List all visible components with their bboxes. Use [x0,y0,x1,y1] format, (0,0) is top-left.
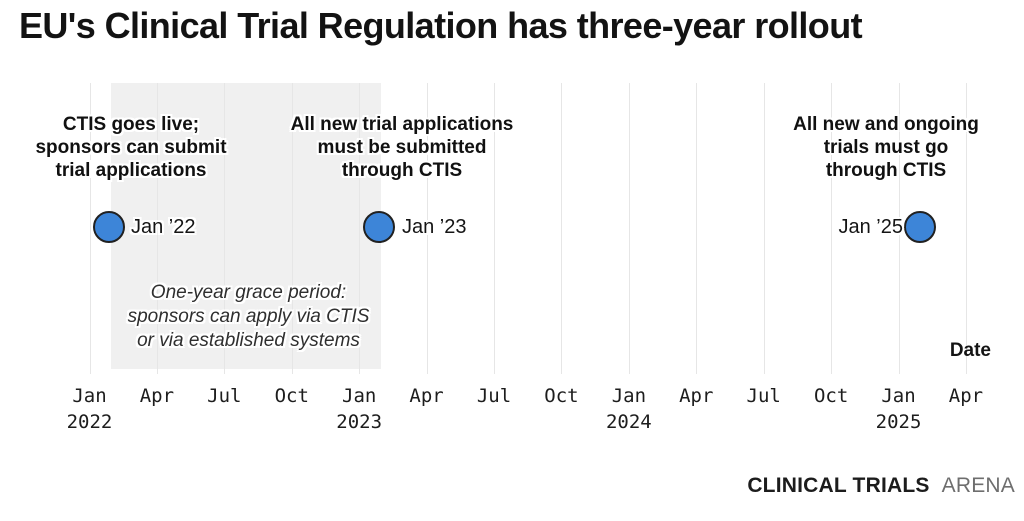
x-tick-label: Apr [948,385,984,407]
gridline [965,83,967,374]
gridline [628,83,630,374]
gridline [831,83,833,374]
brand-name-light: ARENA [941,474,1015,497]
event-date-label: Jan ’25 [838,216,904,238]
gridline [561,83,563,374]
x-tick-label: Apr [409,385,444,407]
gridline [494,83,496,374]
x-tick-label: Oct [544,385,579,407]
annotation-line: must be submitted [317,137,487,158]
brand-name-bold: CLINICAL TRIALS [747,474,930,497]
x-tick-label: Oct [274,385,309,407]
x-tick-label: Apr [679,385,714,407]
annotation-line: through CTIS [341,160,463,181]
gridline [224,83,226,374]
x-axis-title: Date [949,340,991,361]
gridline [291,83,293,374]
event-date-label: Jan ’22 [131,216,196,238]
x-tick-label: Jan 2024 [605,385,652,433]
event-annotation-ctis-live: CTIS goes live; sponsors can submit tria… [35,113,226,182]
annotation-line: All new trial applications [290,114,514,135]
x-tick-label: Jan 2025 [875,385,922,433]
gridline [763,83,765,374]
grace-note-line: sponsors can apply via CTIS [127,306,370,327]
gridline [696,83,698,374]
annotation-line: All new and ongoing [793,114,979,135]
gridline [426,83,428,374]
x-tick-label: Apr [139,385,175,407]
grace-note-line: or via established systems [137,330,360,351]
event-annotation-all-trials-ctis: All new and ongoing trials must go throu… [793,113,979,182]
x-tick-label: Jan 2022 [66,385,113,433]
x-tick-label: Oct [813,385,849,407]
x-tick-label: Jul [476,385,512,407]
event-marker-jan-23 [363,211,395,243]
event-marker-jan-25 [904,211,936,243]
chart-title: EU's Clinical Trial Regulation has three… [19,5,863,46]
annotation-line: sponsors can submit [35,137,227,158]
event-marker-jan-22 [93,211,125,243]
annotation-line: CTIS goes live; [62,114,200,135]
annotation-line: trials must go [823,137,949,158]
grace-note-line: One-year grace period: [150,282,347,303]
gridline [89,83,91,374]
annotation-line: through CTIS [825,160,947,181]
x-tick-label: Jul [207,385,242,407]
gridline [898,83,900,374]
grace-period-band [111,83,381,369]
x-tick-label: Jul [746,385,781,407]
gridline [359,83,361,374]
brand-logo: CLINICAL TRIALS ARENA [747,474,1015,498]
x-tick-label: Jan 2023 [336,385,383,433]
event-date-label: Jan ’23 [402,216,467,238]
annotation-line: trial applications [55,160,207,181]
gridline [156,83,158,374]
grace-period-note: One-year grace period: sponsors can appl… [122,281,375,353]
event-annotation-new-trials-ctis: All new trial applications must be submi… [291,113,514,182]
